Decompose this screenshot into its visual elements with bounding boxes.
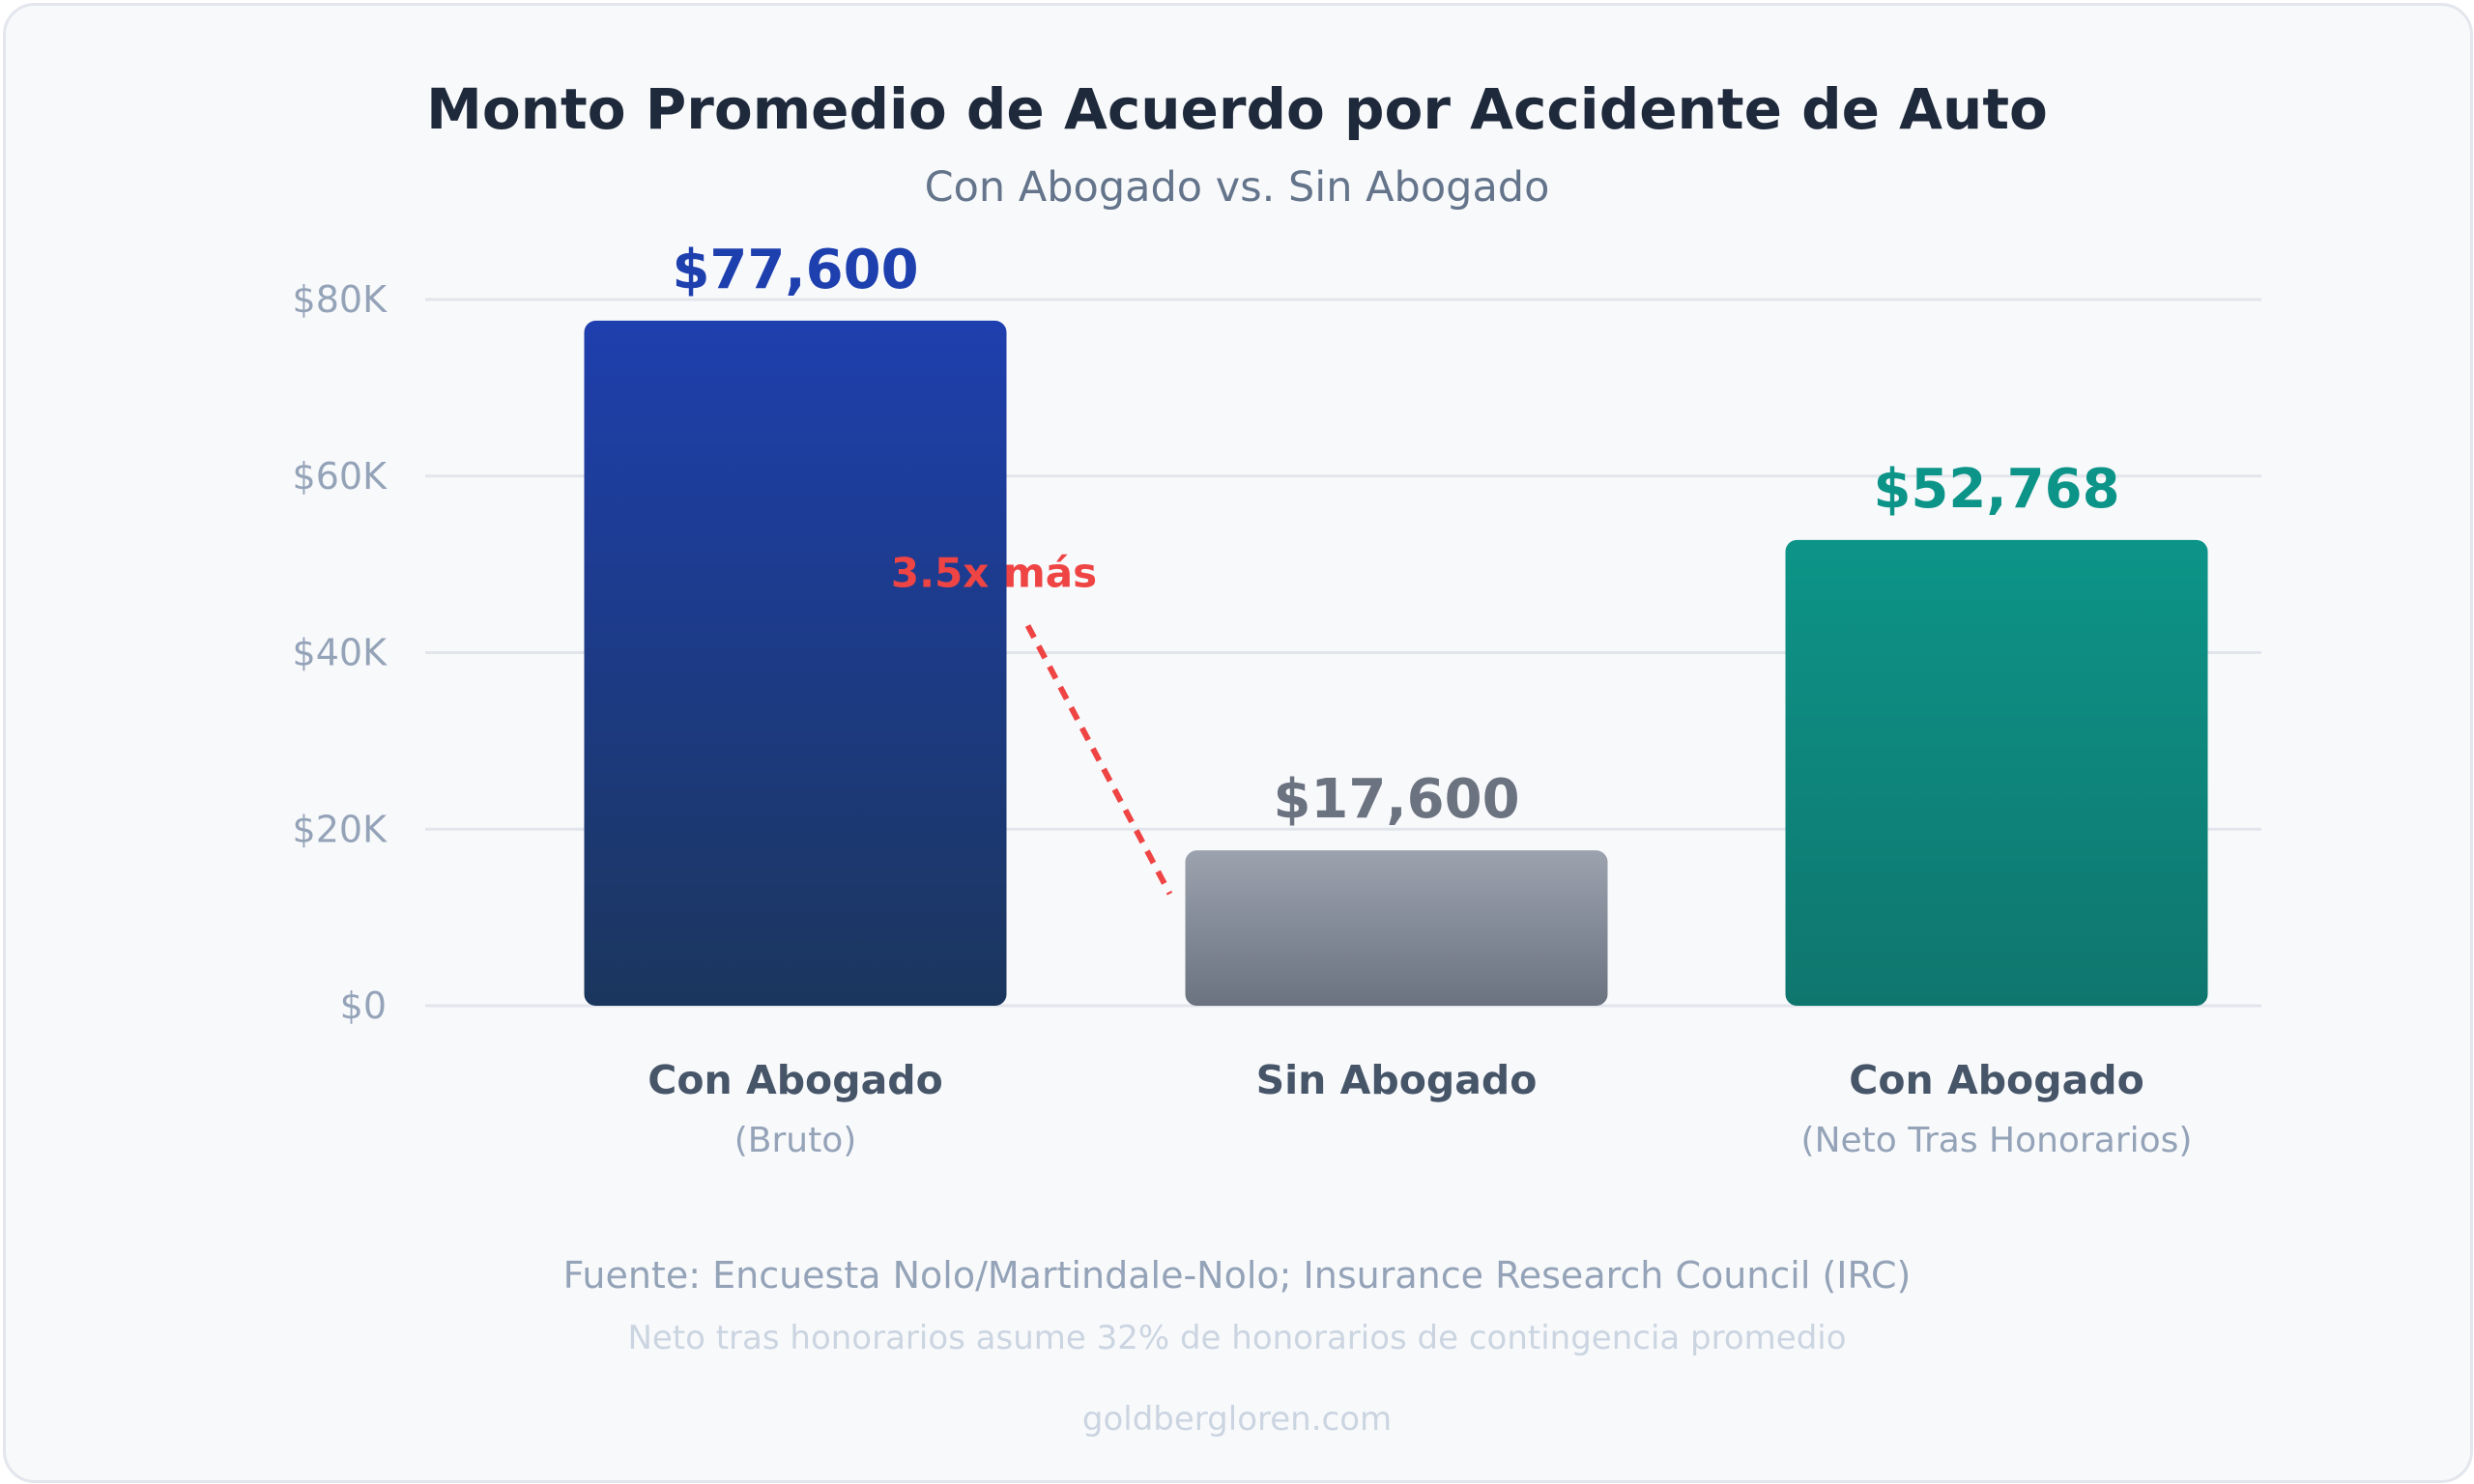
x-tick-label: Sin Abogado [1256,1057,1538,1103]
bar-1 [584,320,1007,1006]
y-tick-label: $20K [293,808,388,850]
x-tick-sublabel: (Bruto) [734,1121,857,1160]
bar-3 [1785,539,2208,1006]
bars [584,320,2208,1006]
y-tick-label: $0 [340,985,387,1027]
y-axis: $0 $20K $40K $60K $80K [293,278,388,1027]
x-tick-label: Con Abogado [1849,1057,2144,1103]
source-note: Fuente: Encuesta Nolo/Martindale-Nolo; I… [563,1254,1912,1297]
annotation-arrow-line [1024,624,1173,896]
x-axis: Con Abogado (Bruto) Sin Abogado Con Abogado… [647,1057,2192,1160]
fee-note: Neto tras honorarios asume 32% de honora… [627,1319,1846,1357]
value-labels: $77,600 $17,600 $52,768 [672,239,2119,831]
x-tick-sublabel: (Neto Tras Honorarios) [1801,1121,2193,1160]
value-label: $77,600 [672,239,918,301]
annotation-label: 3.5x más [891,549,1097,596]
y-tick-label: $60K [293,455,388,498]
value-label: $17,600 [1273,768,1519,831]
chart-subtitle: Con Abogado vs. Sin Abogado [925,163,1550,212]
chart-title: Monto Promedio de Acuerdo por Accidente … [426,76,2048,142]
x-tick-label: Con Abogado [647,1057,943,1103]
bar-2 [1185,850,1608,1006]
value-label: $52,768 [1873,458,2119,521]
y-tick-label: $80K [293,278,388,321]
y-tick-label: $40K [293,632,388,674]
site-url: goldbergloren.com [1082,1400,1392,1439]
